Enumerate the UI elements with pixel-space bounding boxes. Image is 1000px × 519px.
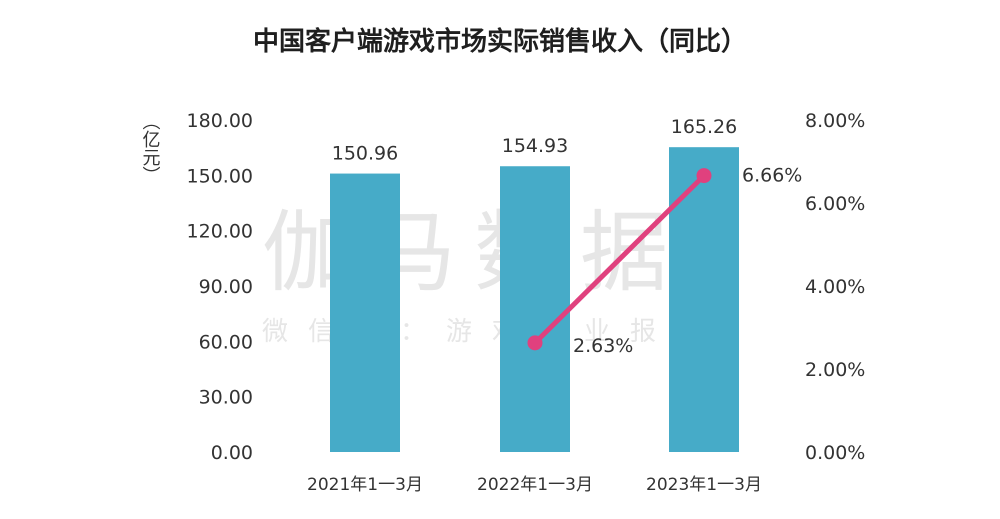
x-tick-label: 2021年1一3月 [307,475,423,495]
y-right-tick-label: 0.00% [805,442,865,464]
y-left-tick-label: 90.00 [199,276,253,298]
x-tick-label: 2022年1一3月 [477,475,593,495]
bar-value-label: 154.93 [502,135,568,157]
chart-title: 中国客户端游戏市场实际销售收入（同比） [253,26,747,57]
growth-point [696,168,712,184]
y-left-tick-label: 0.00 [211,442,253,464]
bar [500,166,570,452]
bar-value-label: 165.26 [671,116,737,138]
y-right-tick-label: 4.00% [805,276,865,298]
bars [330,147,739,452]
growth-point [527,335,543,351]
x-ticks: 2021年1一3月 2022年1一3月 2023年1一3月 [307,475,762,495]
bar-labels: 150.96 154.93 165.26 [332,116,737,164]
y-left-tick-label: 180.00 [187,110,253,132]
x-tick-label: 2023年1一3月 [646,475,762,495]
y-left-tick-label: 60.00 [199,331,253,353]
y-left-unit: （亿元） [140,112,161,184]
y-left-tick-label: 120.00 [187,221,253,243]
y-right-tick-label: 8.00% [805,110,865,132]
y-right-ticks: 0.00% 2.00% 4.00% 6.00% 8.00% [805,110,865,464]
y-left-tick-label: 150.00 [187,165,253,187]
bar [669,147,739,452]
bar [330,173,400,452]
growth-line-path [533,173,706,345]
y-left-ticks: 0.00 30.00 60.00 90.00 120.00 150.00 180.00 [187,110,253,464]
y-left-tick-label: 30.00 [199,387,253,409]
growth-line: 2.63% 6.66% [527,165,802,357]
growth-value-label: 2.63% [573,335,633,357]
y-right-tick-label: 2.00% [805,359,865,381]
growth-value-label: 6.66% [742,165,802,187]
y-right-tick-label: 6.00% [805,193,865,215]
bar-value-label: 150.96 [332,143,398,165]
watermark-main: 伽马数据 [262,201,686,304]
